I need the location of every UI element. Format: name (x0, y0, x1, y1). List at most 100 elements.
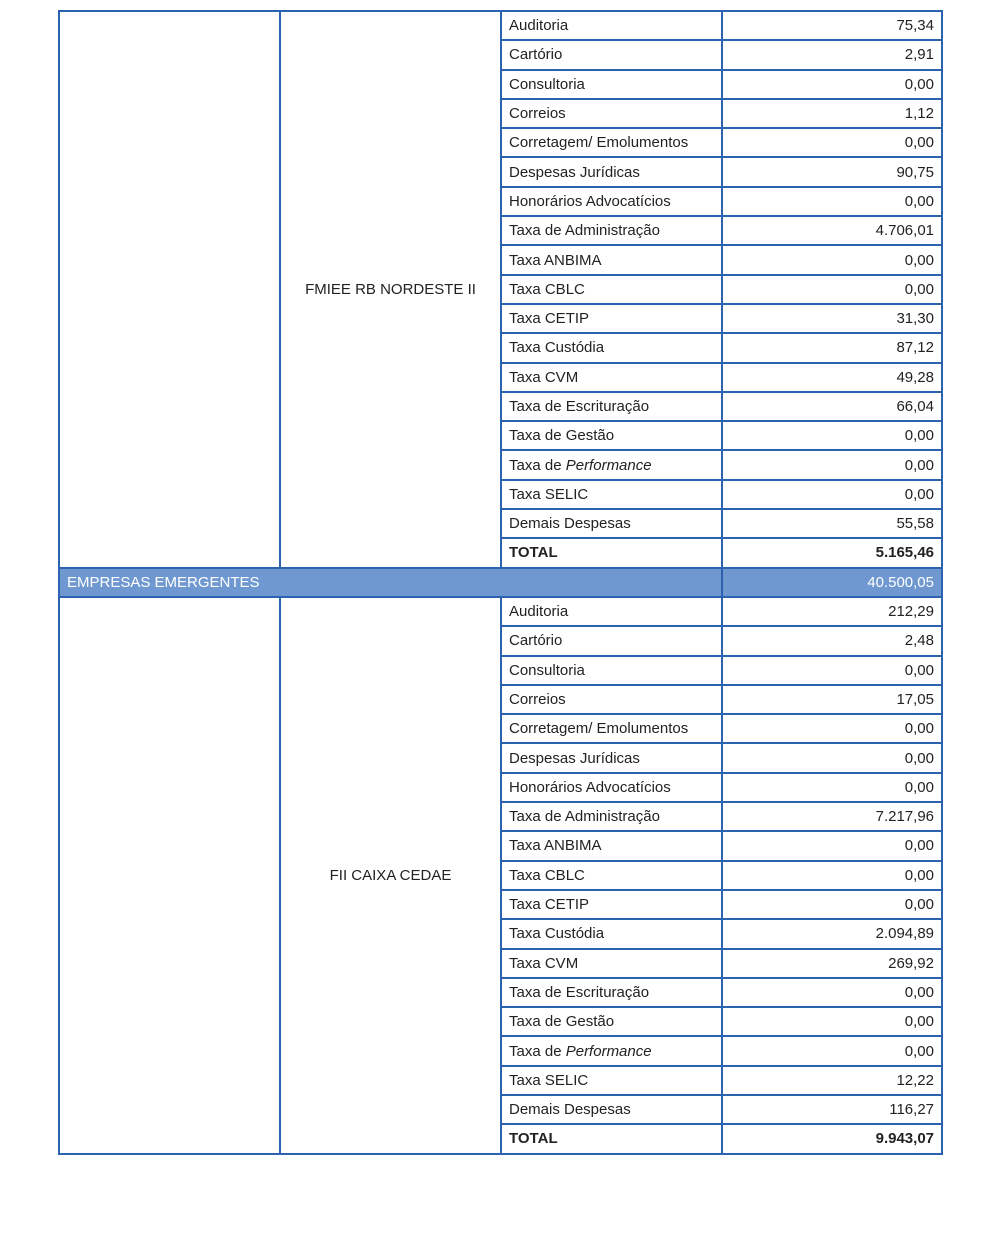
expense-label: Taxa CETIP (500, 302, 723, 335)
expense-label: TOTAL (500, 1123, 723, 1155)
expense-label: Taxa de Performance (500, 449, 723, 481)
expense-label: Taxa CVM (500, 947, 723, 979)
expense-row: Taxa Custódia 87,12 (59, 332, 943, 364)
expense-value: 0,00 (721, 859, 943, 891)
expense-value: 12,22 (721, 1064, 943, 1096)
expense-row: Taxa CVM 49,28 (59, 361, 943, 393)
expense-row: Correios 1,12 (59, 97, 943, 130)
expense-value: 0,00 (721, 127, 943, 159)
expense-row: Taxa de Performance 0,00 (59, 449, 943, 481)
expense-value: 31,30 (721, 302, 943, 335)
expense-value: 0,00 (721, 976, 943, 1009)
expense-row: Consultoria 0,00 (59, 68, 943, 100)
expense-label: Taxa CBLC (500, 859, 723, 891)
expense-row: Taxa CVM 269,92 (59, 947, 943, 979)
expense-value: 0,00 (721, 713, 943, 745)
expense-row: Corretagem/ Emolumentos 0,00 (59, 127, 943, 159)
expense-label: Taxa ANBIMA (500, 830, 723, 862)
expense-value: 66,04 (721, 390, 943, 423)
expense-row: Cartório 2,48 (59, 625, 943, 657)
expense-value: 55,58 (721, 508, 943, 540)
expense-row: Taxa CBLC 0,00 (59, 859, 943, 891)
expense-row: Taxa CBLC 0,00 (59, 273, 943, 305)
expense-label: Taxa de Gestão (500, 420, 723, 452)
expense-row: Taxa de Administração 4.706,01 (59, 215, 943, 247)
section-label: EMPRESAS EMERGENTES (58, 566, 723, 598)
expense-value: 0,00 (721, 449, 943, 481)
expense-label: Taxa de Escrituração (500, 390, 723, 423)
expense-row: Taxa de Escrituração 66,04 (59, 390, 943, 423)
label-emphasis: Performance (565, 1042, 652, 1060)
expense-value: 4.706,01 (721, 215, 943, 247)
label-text: Taxa de (509, 1042, 562, 1060)
expense-label: Corretagem/ Emolumentos (500, 713, 723, 745)
label-emphasis: Performance (565, 456, 652, 474)
expense-label: Honorários Advocatícios (500, 185, 723, 218)
expense-value: 0,00 (721, 68, 943, 100)
expense-row: Taxa SELIC 12,22 (59, 1064, 943, 1096)
expense-value: 5.165,46 (721, 537, 943, 569)
expense-value: 87,12 (721, 332, 943, 364)
expense-row: Taxa CETIP 31,30 (59, 302, 943, 335)
expense-value: 0,00 (721, 1035, 943, 1067)
label-text: Taxa de (509, 456, 562, 474)
expense-row: Taxa ANBIMA 0,00 (59, 830, 943, 862)
blank-cell (58, 595, 281, 1155)
expense-row: FMIEE RB NORDESTE II Auditoria 75,34 (58, 9, 943, 569)
section-value: 40.500,05 (721, 566, 943, 598)
expense-value: 269,92 (721, 947, 943, 979)
expense-row: Honorários Advocatícios 0,00 (59, 771, 943, 804)
expense-label: Consultoria (500, 68, 723, 100)
expense-label: Cartório (500, 39, 723, 71)
expense-table: FMIEE RB NORDESTE II Auditoria 75,34 Cartór… (58, 9, 943, 1155)
expense-label: Taxa de Performance (500, 1035, 723, 1067)
expense-value: 0,00 (721, 273, 943, 305)
expense-value: 116,27 (721, 1093, 943, 1126)
expense-value: 49,28 (721, 361, 943, 393)
expense-row: Correios 17,05 (59, 683, 943, 716)
expense-value: 0,00 (721, 742, 943, 774)
expense-label: Taxa de Administração (500, 215, 723, 247)
blank-cell (58, 10, 281, 569)
expense-row: Taxa de Administração 7.217,96 (59, 801, 943, 833)
expense-value: 0,00 (721, 1006, 943, 1038)
expense-value: 0,00 (721, 478, 943, 511)
expense-value: 75,34 (721, 9, 943, 42)
expense-row: Taxa ANBIMA 0,00 (59, 244, 943, 276)
fund-name: FII CAIXA CEDAE (279, 595, 502, 1155)
expense-row: Despesas Jurídicas 0,00 (59, 742, 943, 774)
expense-row: Taxa de Gestão 0,00 (59, 420, 943, 452)
expense-value: 0,00 (721, 420, 943, 452)
expense-value: 2,91 (721, 39, 943, 71)
expense-row: Consultoria 0,00 (59, 654, 943, 686)
expense-value: 1,12 (721, 97, 943, 130)
expense-value: 0,00 (721, 244, 943, 276)
expense-label: Taxa ANBIMA (500, 244, 723, 276)
expense-value: 2.094,89 (721, 918, 943, 950)
expense-row: FII CAIXA CEDAE Auditoria 212,29 (58, 595, 943, 1155)
expense-row: Demais Despesas 55,58 (59, 508, 943, 540)
expense-row: Taxa SELIC 0,00 (59, 478, 943, 511)
expense-label: Taxa SELIC (500, 478, 723, 511)
expense-value: 0,00 (721, 654, 943, 686)
expense-value: 90,75 (721, 156, 943, 188)
expense-label: TOTAL (500, 537, 723, 569)
fund-name: FMIEE RB NORDESTE II (279, 10, 502, 569)
expense-value: 17,05 (721, 683, 943, 716)
expense-label: Correios (500, 683, 723, 716)
expense-label: Correios (500, 97, 723, 130)
expense-label: Taxa CBLC (500, 273, 723, 305)
expense-label: Honorários Advocatícios (500, 771, 723, 804)
expense-row: Demais Despesas 116,27 (59, 1093, 943, 1126)
expense-label: Taxa CETIP (500, 888, 723, 921)
section-row: EMPRESAS EMERGENTES 40.500,05 (58, 566, 943, 598)
expense-label: Taxa SELIC (500, 1064, 723, 1096)
expense-row: Cartório 2,91 (59, 39, 943, 71)
expense-value: 0,00 (721, 185, 943, 218)
expense-label: Despesas Jurídicas (500, 742, 723, 774)
expense-label: Despesas Jurídicas (500, 156, 723, 188)
total-row: TOTAL 9.943,07 (59, 1123, 943, 1155)
expense-label: Taxa Custódia (500, 332, 723, 364)
expense-row: Honorários Advocatícios 0,00 (59, 185, 943, 218)
